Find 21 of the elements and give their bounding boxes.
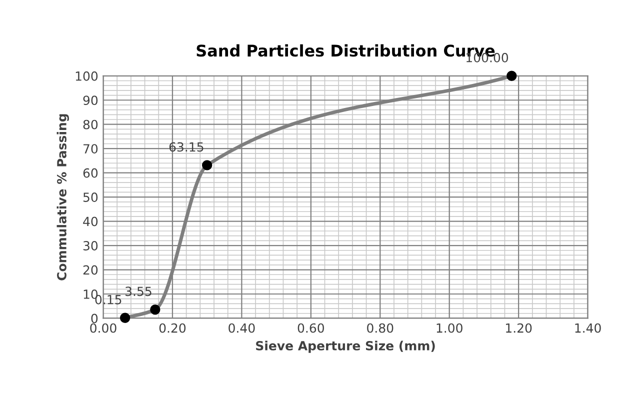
x-tick-label: 0.60 bbox=[298, 323, 324, 333]
x-tick-label: 0.80 bbox=[367, 323, 394, 333]
x-tick-label: 0.40 bbox=[228, 323, 255, 333]
y-tick-label: 30 bbox=[83, 241, 98, 250]
y-tick-label: 50 bbox=[83, 192, 98, 202]
y-tick-label: 10 bbox=[84, 289, 98, 299]
y-axis-title: Commulative % Passing bbox=[56, 114, 69, 280]
x-tick-label: 0.00 bbox=[90, 323, 116, 333]
y-tick-label: 90 bbox=[83, 96, 98, 106]
y-tick-label: 60 bbox=[83, 168, 98, 178]
y-tick-label: 80 bbox=[83, 120, 98, 130]
y-tick-label: 20 bbox=[83, 265, 98, 275]
x-tick-label: 0.20 bbox=[159, 323, 186, 333]
x-tick-label: 1.40 bbox=[575, 323, 601, 333]
y-tick-label: 100 bbox=[76, 71, 98, 81]
x-axis-title: Sieve Aperture Size (mm) bbox=[256, 340, 435, 353]
x-tick-label: 1.20 bbox=[506, 323, 532, 333]
y-tick-label: 70 bbox=[84, 144, 98, 154]
x-tick-label: 1.00 bbox=[436, 323, 462, 333]
y-tick-label: 40 bbox=[83, 216, 98, 226]
y-tick-label: 0 bbox=[91, 314, 98, 324]
